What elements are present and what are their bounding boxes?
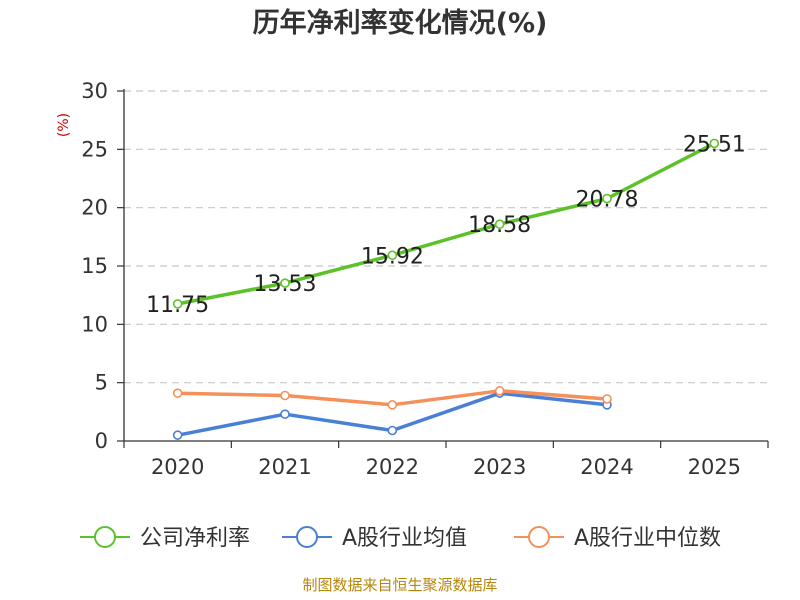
legend-marker [528, 526, 550, 548]
legend-marker [94, 526, 116, 548]
data-point [387, 250, 398, 261]
data-point [172, 299, 183, 309]
legend: 公司净利率 A股行业均值 A股行业中位数 [80, 526, 721, 551]
x-tick-label: 2023 [473, 455, 526, 479]
grid-lines [124, 90, 768, 384]
legend-item: 公司净利率 [80, 526, 250, 551]
data-point [280, 278, 290, 288]
data-point [280, 390, 290, 401]
legend-item: A股行业中位数 [514, 526, 721, 551]
data-label: 11.75 [146, 293, 209, 318]
series-line [177, 141, 716, 306]
series-1 [172, 388, 612, 440]
data-point [494, 386, 505, 396]
y-tick-label: 15 [81, 254, 108, 278]
legend-label: A股行业均值 [342, 526, 467, 551]
data-point [172, 430, 183, 440]
series-group [172, 138, 720, 440]
y-tick-label: 10 [81, 312, 108, 336]
series-2 [172, 386, 612, 410]
data-point [387, 425, 398, 436]
data-point [709, 138, 720, 149]
y-tick-label: 25 [81, 137, 108, 161]
legend-item: A股行业均值 [282, 526, 467, 551]
data-label: 15.92 [361, 244, 424, 269]
data-label: 25.51 [683, 132, 746, 157]
series-0 [172, 138, 720, 309]
data-point [494, 219, 505, 230]
data-label: 18.58 [468, 213, 531, 238]
y-tick-label: 30 [81, 79, 108, 103]
legend-label: A股行业中位数 [574, 526, 721, 551]
data-point [602, 394, 612, 404]
x-tick-label: 2020 [151, 455, 204, 479]
data-label: 20.78 [576, 188, 639, 213]
data-point [602, 193, 612, 204]
data-label: 13.53 [254, 272, 317, 297]
legend-label: 公司净利率 [140, 526, 250, 551]
y-tick-label: 20 [81, 196, 108, 220]
data-labels: 11.75 13.53 15.92 18.58 20.78 25.51 [146, 132, 746, 318]
data-point [387, 400, 398, 410]
x-tick-label: 2021 [258, 455, 311, 479]
y-axis-label: (%) [56, 113, 72, 137]
x-tick-label: 2024 [580, 455, 633, 479]
data-point [172, 388, 183, 398]
y-tick-label: 5 [95, 371, 108, 395]
legend-marker [296, 526, 318, 548]
source-note: 制图数据来自恒生聚源数据库 [302, 576, 497, 594]
x-tick-label: 2025 [688, 455, 741, 479]
chart-title: 历年净利率变化情况(%) [253, 7, 548, 39]
x-tick-label: 2022 [366, 455, 419, 479]
data-point [280, 409, 290, 419]
y-tick-label: 0 [95, 429, 108, 453]
